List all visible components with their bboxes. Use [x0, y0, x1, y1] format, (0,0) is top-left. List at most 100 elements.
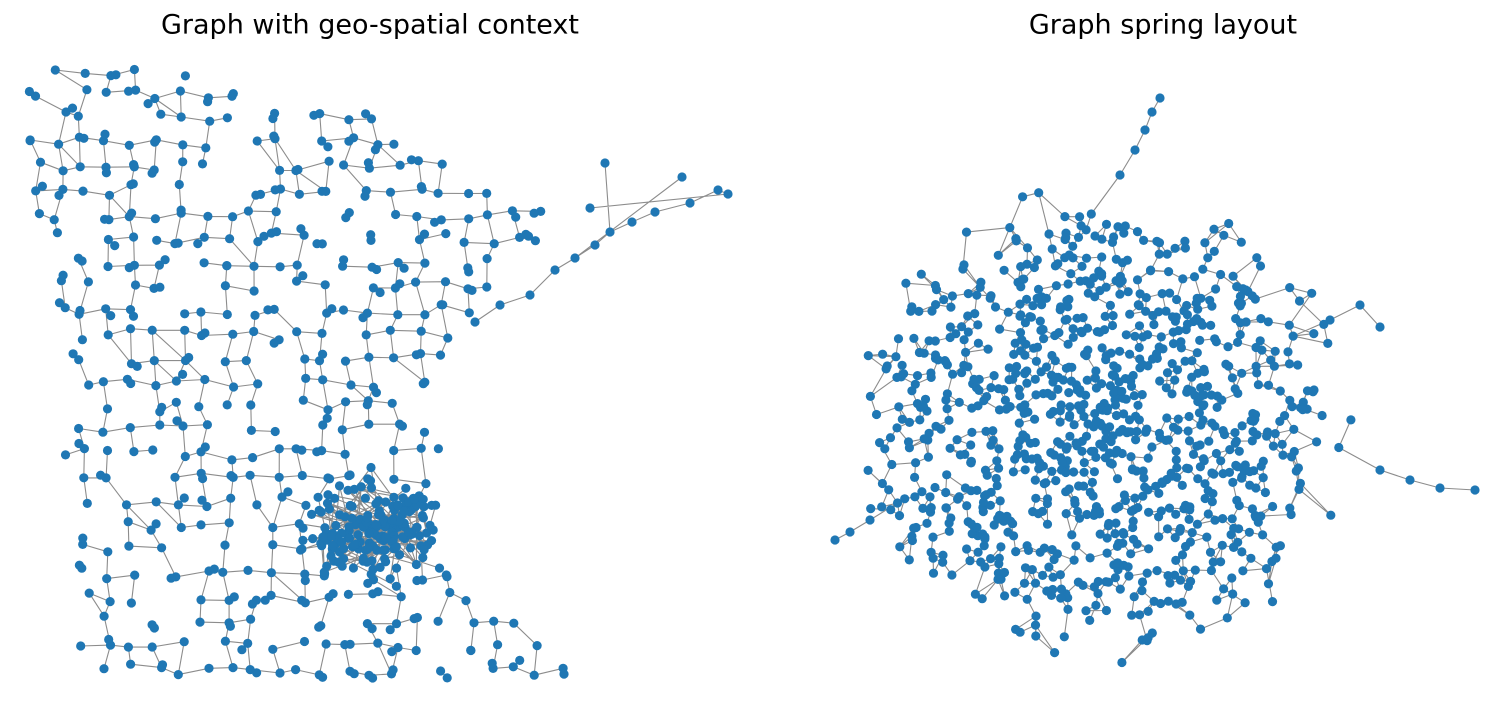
node: [387, 647, 397, 657]
node: [1095, 529, 1105, 539]
node: [1091, 383, 1101, 393]
node: [393, 258, 403, 268]
node: [419, 427, 430, 437]
node: [1137, 360, 1148, 370]
node: [996, 542, 1006, 552]
node: [1042, 498, 1052, 509]
node: [1019, 274, 1029, 284]
node: [1207, 468, 1217, 478]
node: [1249, 466, 1259, 476]
node: [269, 131, 279, 141]
node: [362, 400, 372, 410]
node: [1165, 578, 1175, 588]
node: [363, 578, 373, 589]
node: [317, 328, 327, 338]
node: [979, 541, 989, 551]
node: [152, 235, 162, 245]
node: [1126, 381, 1137, 391]
node: [52, 228, 63, 238]
node: [1022, 594, 1032, 604]
node: [364, 419, 374, 429]
node: [975, 282, 985, 292]
node: [1155, 376, 1165, 386]
node: [990, 302, 1001, 312]
node: [1015, 299, 1025, 309]
node: [1227, 514, 1237, 524]
node: [1289, 424, 1299, 434]
node: [24, 86, 34, 97]
node: [129, 232, 139, 242]
node: [1187, 356, 1197, 366]
node: [909, 333, 919, 343]
node: [209, 564, 219, 574]
node: [891, 352, 901, 362]
node: [1182, 310, 1192, 320]
node: [1022, 378, 1032, 388]
node: [1015, 311, 1025, 321]
node: [1204, 436, 1214, 446]
node: [1047, 545, 1057, 555]
node: [723, 189, 733, 199]
node: [338, 305, 349, 315]
node: [82, 85, 92, 95]
node: [1190, 565, 1200, 575]
node: [294, 189, 304, 199]
node: [58, 270, 68, 280]
node: [420, 310, 430, 320]
node: [1069, 420, 1079, 430]
node: [1101, 577, 1111, 587]
node: [1192, 293, 1202, 303]
node: [409, 494, 419, 504]
node: [1030, 475, 1040, 485]
node: [160, 255, 170, 265]
node: [349, 540, 359, 550]
node: [1171, 446, 1181, 456]
node: [1163, 596, 1173, 606]
node: [324, 504, 334, 514]
node: [1288, 331, 1298, 341]
node: [320, 280, 330, 290]
node: [912, 399, 923, 409]
node: [994, 463, 1004, 473]
node: [298, 395, 308, 405]
node: [901, 278, 911, 288]
node: [245, 470, 255, 480]
node: [1157, 289, 1167, 299]
node: [1060, 212, 1070, 222]
node: [1090, 231, 1100, 241]
node: [366, 462, 376, 473]
node: [1048, 572, 1058, 582]
node: [1048, 406, 1058, 417]
node: [509, 618, 519, 628]
node: [1047, 244, 1057, 254]
node: [980, 534, 990, 544]
node: [989, 371, 999, 381]
node: [1144, 507, 1154, 517]
node: [1111, 254, 1121, 264]
node: [275, 165, 285, 175]
node: [74, 355, 84, 365]
node: [1138, 466, 1148, 476]
node: [1240, 598, 1250, 608]
node: [1216, 557, 1226, 567]
node: [1044, 229, 1054, 239]
node: [1000, 591, 1010, 601]
node: [150, 93, 160, 104]
node: [1000, 395, 1011, 405]
node: [1017, 335, 1027, 345]
node: [1061, 233, 1071, 243]
node: [1032, 453, 1042, 463]
node: [1135, 289, 1145, 299]
node: [1218, 514, 1228, 524]
node: [880, 444, 890, 454]
node: [926, 547, 936, 557]
node: [1144, 544, 1154, 554]
node: [1097, 234, 1107, 244]
node: [942, 470, 952, 480]
node: [1307, 288, 1317, 298]
node: [1022, 243, 1033, 253]
node: [948, 369, 958, 379]
node: [1176, 343, 1186, 353]
node: [426, 536, 437, 546]
node: [419, 545, 429, 555]
